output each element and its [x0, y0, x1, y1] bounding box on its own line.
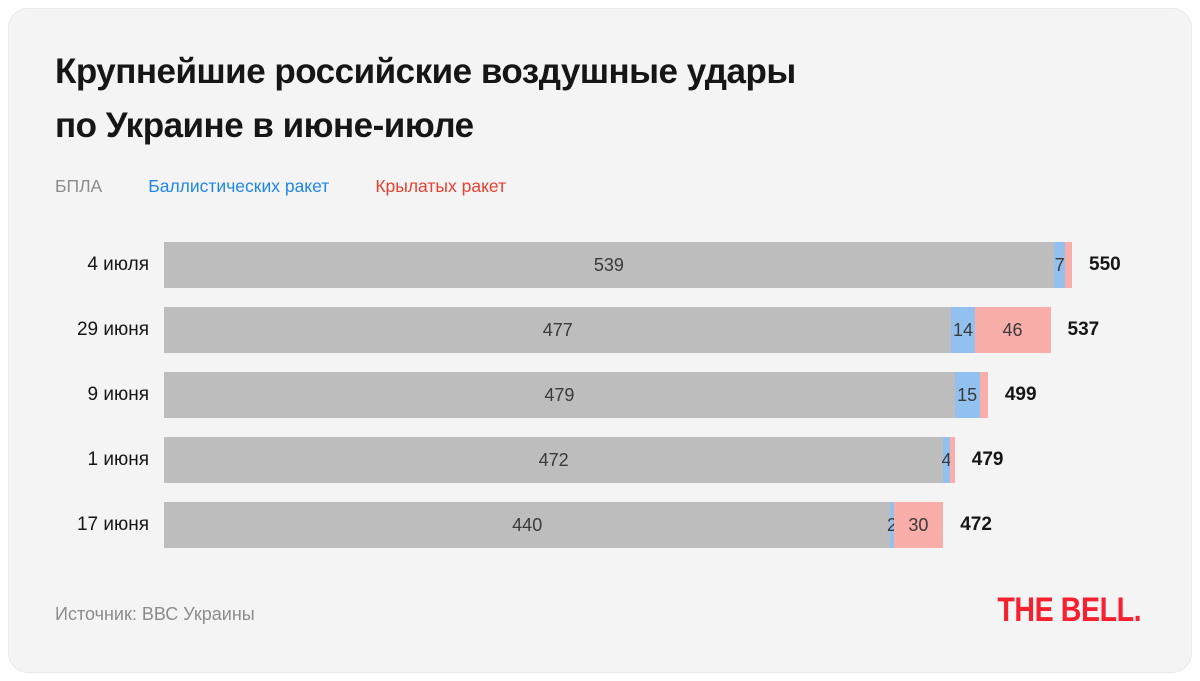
bar-track: 440 2 30 [164, 502, 1072, 548]
bar-row: 29 июня 477 14 46 537 [55, 307, 1171, 353]
total-value: 550 [1089, 254, 1121, 275]
bar-segment: 30 [893, 502, 944, 548]
bar-segment: 479 [164, 372, 955, 418]
bar-segment: 4 [942, 437, 952, 483]
bar-segment: 440 [164, 502, 891, 548]
bar-segment: 15 [954, 372, 980, 418]
legend-item-cruise: Крылатых ракет [375, 176, 507, 196]
bar-segment: 46 [974, 307, 1051, 353]
bar-track: 472 4 [164, 437, 1072, 483]
the-bell-logo: THE BELL. [997, 591, 1141, 629]
bar-row: 1 июня 472 4 479 [55, 437, 1171, 483]
bar-segment [979, 372, 988, 418]
bar-segment: 472 [164, 437, 944, 483]
stacked-bar-chart: 4 июля 539 7 550 29 июня 477 14 46 537 9 июня 479 1… [55, 242, 1171, 567]
bar-track: 479 15 [164, 372, 1072, 418]
total-value: 479 [971, 449, 1004, 470]
bar-segment: 2 [887, 502, 897, 548]
category-label: 29 июня [76, 319, 149, 340]
infographic-card: Крупнейшие российские воздушные удары по… [8, 8, 1192, 673]
bar-track: 477 14 46 [164, 307, 1072, 353]
bar-segment: 477 [164, 307, 952, 353]
category-label: 4 июля [87, 254, 149, 275]
category-label: 9 июня [87, 384, 150, 405]
chart-title: Крупнейшие российские воздушные удары по… [55, 45, 796, 153]
bar-segment: 14 [951, 307, 975, 353]
bar-row: 4 июля 539 7 550 [55, 242, 1171, 288]
bar-row: 9 июня 479 15 499 [55, 372, 1171, 418]
bar-row: 17 июня 440 2 30 472 [55, 502, 1171, 548]
bar-segment: 7 [1053, 242, 1066, 288]
legend-item-bpla: БПЛА [55, 176, 103, 196]
chart-legend: БПЛА Баллистических ракет Крылатых ракет [55, 176, 506, 197]
legend-item-ballistic: Баллистических ракет [148, 176, 330, 196]
source-note: Источник: ВВС Украины [55, 604, 255, 624]
bar-track: 539 7 [164, 242, 1072, 288]
total-value: 499 [1004, 384, 1037, 405]
bar-segment [949, 437, 955, 483]
bar-segment [1065, 242, 1072, 288]
total-value: 472 [960, 514, 992, 535]
chart-title-line2: по Украине в июне-июле [55, 106, 474, 145]
category-label: 17 июня [76, 514, 149, 535]
total-value: 537 [1067, 319, 1100, 340]
bar-segment: 539 [164, 242, 1054, 288]
category-label: 1 июня [87, 449, 150, 470]
chart-title-line1: Крупнейшие российские воздушные удары [55, 52, 796, 91]
